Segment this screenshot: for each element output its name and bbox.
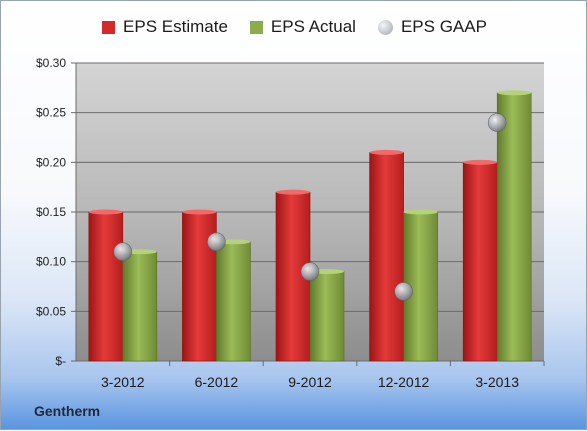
bar-eps-estimate-top [369, 149, 404, 155]
legend-item-actual: EPS Actual [249, 17, 356, 37]
legend: EPS Estimate EPS Actual EPS GAAP [1, 17, 587, 37]
y-tick-label: $0.25 [36, 106, 66, 120]
bar-eps-actual [216, 241, 251, 362]
y-tick-label: $0.10 [36, 255, 66, 269]
x-tick-label: 9-2012 [288, 374, 332, 390]
marker-eps-gaap [394, 282, 413, 301]
x-tick-label: 12-2012 [378, 374, 430, 390]
bar-eps-actual-top [403, 209, 438, 215]
x-tick-label: 3-2013 [475, 374, 519, 390]
bar-eps-estimate [369, 152, 404, 362]
legend-swatch-gaap [377, 19, 393, 35]
x-tick-label: 3-2012 [101, 374, 145, 390]
marker-eps-gaap [300, 262, 320, 281]
bar-eps-actual-top [497, 90, 532, 96]
bar-eps-estimate-top [276, 189, 310, 195]
y-tick-label: $0.05 [36, 304, 66, 318]
legend-label-actual: EPS Actual [270, 17, 356, 36]
bar-eps-actual [496, 92, 532, 362]
bar-eps-actual [122, 251, 158, 362]
bar-eps-estimate-top [182, 209, 217, 215]
x-tick-label: 6-2012 [195, 374, 239, 390]
legend-item-estimate: EPS Estimate [102, 17, 228, 37]
marker-eps-gaap [113, 242, 133, 262]
bar-eps-estimate-top [88, 209, 123, 215]
y-tick-label: $0.20 [36, 155, 66, 169]
company-name: Gentherm [34, 403, 101, 419]
marker-eps-gaap [487, 113, 507, 132]
marker-eps-gaap [207, 232, 226, 252]
legend-swatch-estimate [102, 20, 116, 34]
bar-eps-estimate-top [463, 159, 498, 165]
bar-eps-estimate [88, 211, 124, 362]
legend-item-gaap: EPS GAAP [377, 17, 487, 37]
legend-label-gaap: EPS GAAP [400, 17, 487, 36]
legend-swatch-actual [249, 20, 263, 34]
y-tick-label: $0.30 [36, 56, 66, 70]
bar-eps-actual [309, 271, 345, 362]
legend-label-estimate: EPS Estimate [123, 17, 228, 36]
y-tick-label: $0.15 [36, 205, 66, 219]
y-tick-label: $- [55, 354, 66, 368]
bar-eps-estimate [462, 162, 498, 362]
